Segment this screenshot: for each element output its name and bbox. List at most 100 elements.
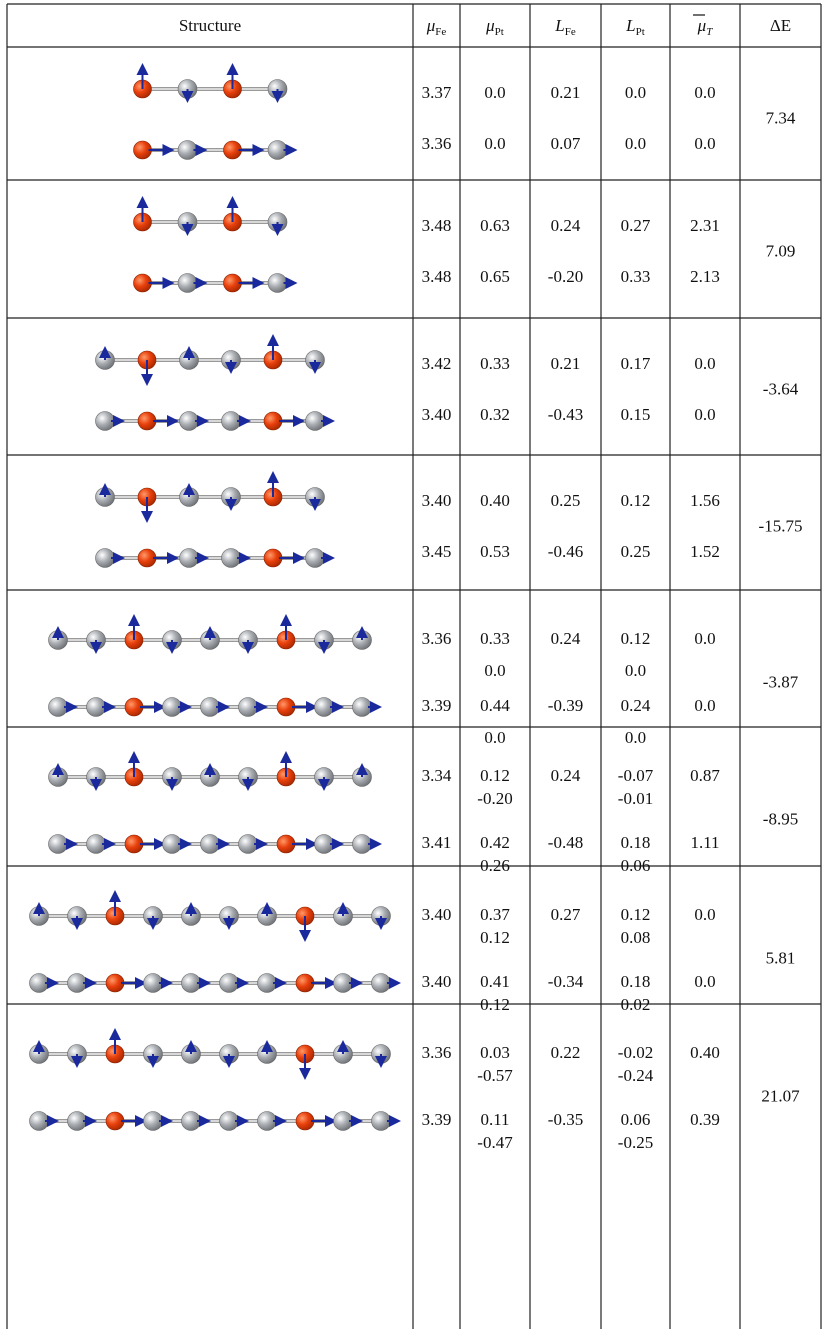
cell-value: 0.12: [621, 629, 651, 648]
cell-value: 0.40: [480, 491, 510, 510]
cell-value: 3.40: [422, 905, 452, 924]
header-subscript: Pt: [636, 26, 645, 38]
cell-value: -0.25: [618, 1133, 653, 1152]
delta-e: -15.75: [759, 516, 803, 535]
header-subscript: Fe: [565, 26, 576, 38]
cell-value: -0.48: [548, 833, 583, 852]
delta-e: 21.07: [761, 1086, 800, 1105]
cell-value: 0.25: [621, 542, 651, 561]
cell-value: -0.43: [548, 405, 583, 424]
cell-value: 0.08: [621, 928, 651, 947]
cell-value: -0.39: [548, 696, 583, 715]
cell-value: 0.21: [551, 83, 581, 102]
cell-value: 0.0: [484, 83, 505, 102]
column-header: LFe: [554, 16, 576, 38]
cell-value: 0.0: [625, 661, 646, 680]
cell-value: 0.33: [480, 354, 510, 373]
cell-value: 0.15: [621, 405, 651, 424]
cell-value: 3.37: [422, 83, 452, 102]
cell-value: -0.07: [618, 766, 654, 785]
cell-value: 0.22: [551, 1043, 581, 1062]
cell-value: 0.63: [480, 216, 510, 235]
cell-value: 0.17: [621, 354, 651, 373]
cell-value: 0.0: [625, 728, 646, 747]
cell-value: 3.40: [422, 972, 452, 991]
cell-value: 0.0: [484, 728, 505, 747]
cell-value: 0.65: [480, 267, 510, 286]
cell-value: 0.24: [551, 766, 581, 785]
cell-value: 1.11: [690, 833, 719, 852]
cell-value: 0.11: [480, 1110, 509, 1129]
cell-value: 0.26: [480, 856, 510, 875]
cell-value: 0.0: [625, 83, 646, 102]
header-symbol: μ: [485, 16, 495, 35]
cell-value: 0.40: [690, 1043, 720, 1062]
header-symbol: L: [625, 16, 635, 35]
column-header: LPt: [625, 16, 645, 38]
cell-value: 0.0: [484, 134, 505, 153]
cell-value: 0.33: [480, 629, 510, 648]
cell-value: 0.44: [480, 696, 510, 715]
delta-e: -3.87: [763, 672, 799, 691]
cell-value: 0.24: [551, 629, 581, 648]
cell-value: 2.31: [690, 216, 720, 235]
cell-value: 0.53: [480, 542, 510, 561]
column-header: μT: [697, 16, 714, 38]
delta-e: -8.95: [763, 809, 798, 828]
cell-value: 0.0: [694, 696, 715, 715]
cell-value: 3.39: [422, 1110, 452, 1129]
cell-value: 0.27: [621, 216, 651, 235]
cell-value: 3.36: [422, 1043, 452, 1062]
cell-value: -0.46: [548, 542, 583, 561]
cell-value: 0.32: [480, 405, 510, 424]
cell-value: 0.03: [480, 1043, 510, 1062]
cell-value: -0.24: [618, 1066, 654, 1085]
column-header: μPt: [485, 16, 504, 38]
cell-value: 0.18: [621, 833, 651, 852]
cell-value: -0.57: [477, 1066, 513, 1085]
cell-value: 0.0: [694, 83, 715, 102]
cell-value: 0.06: [621, 1110, 651, 1129]
cell-value: 3.34: [422, 766, 452, 785]
cell-value: 3.41: [422, 833, 452, 852]
cell-value: 0.0: [694, 405, 715, 424]
cell-value: 1.56: [690, 491, 720, 510]
header-symbol: μ: [697, 16, 707, 35]
cell-value: 0.25: [551, 491, 581, 510]
cell-value: -0.35: [548, 1110, 583, 1129]
delta-e: 7.34: [766, 108, 796, 127]
cell-value: 0.42: [480, 833, 510, 852]
column-header: Structure: [179, 16, 241, 35]
cell-value: 3.45: [422, 542, 452, 561]
cell-value: 0.24: [551, 216, 581, 235]
cell-value: 3.48: [422, 267, 452, 286]
cell-value: 0.07: [551, 134, 581, 153]
delta-e: -3.64: [763, 379, 799, 398]
table: StructureμFeμPtLFeLPtμTΔE3.370.00.210.00…: [0, 0, 822, 1329]
column-header: ΔE: [770, 16, 791, 35]
cell-value: 0.02: [621, 995, 651, 1014]
cell-value: -0.34: [548, 972, 584, 991]
cell-value: 3.40: [422, 491, 452, 510]
cell-value: 2.13: [690, 267, 720, 286]
header-subscript: Pt: [495, 26, 504, 38]
cell-value: 0.12: [480, 995, 510, 1014]
cell-value: 0.0: [625, 134, 646, 153]
cell-value: 3.36: [422, 134, 452, 153]
cell-value: 0.37: [480, 905, 510, 924]
cell-value: 1.52: [690, 542, 720, 561]
header-subscript: Fe: [435, 26, 446, 38]
cell-value: 3.39: [422, 696, 452, 715]
cell-value: 0.33: [621, 267, 651, 286]
cell-value: -0.02: [618, 1043, 653, 1062]
cell-value: 3.40: [422, 405, 452, 424]
cell-value: 0.12: [480, 766, 510, 785]
cell-value: 0.0: [694, 905, 715, 924]
cell-value: 3.48: [422, 216, 452, 235]
cell-value: 0.12: [621, 491, 651, 510]
header-symbol: μ: [426, 16, 436, 35]
cell-value: 0.39: [690, 1110, 720, 1129]
cell-value: -0.01: [618, 789, 653, 808]
cell-value: 0.0: [694, 972, 715, 991]
cell-value: 0.06: [621, 856, 651, 875]
